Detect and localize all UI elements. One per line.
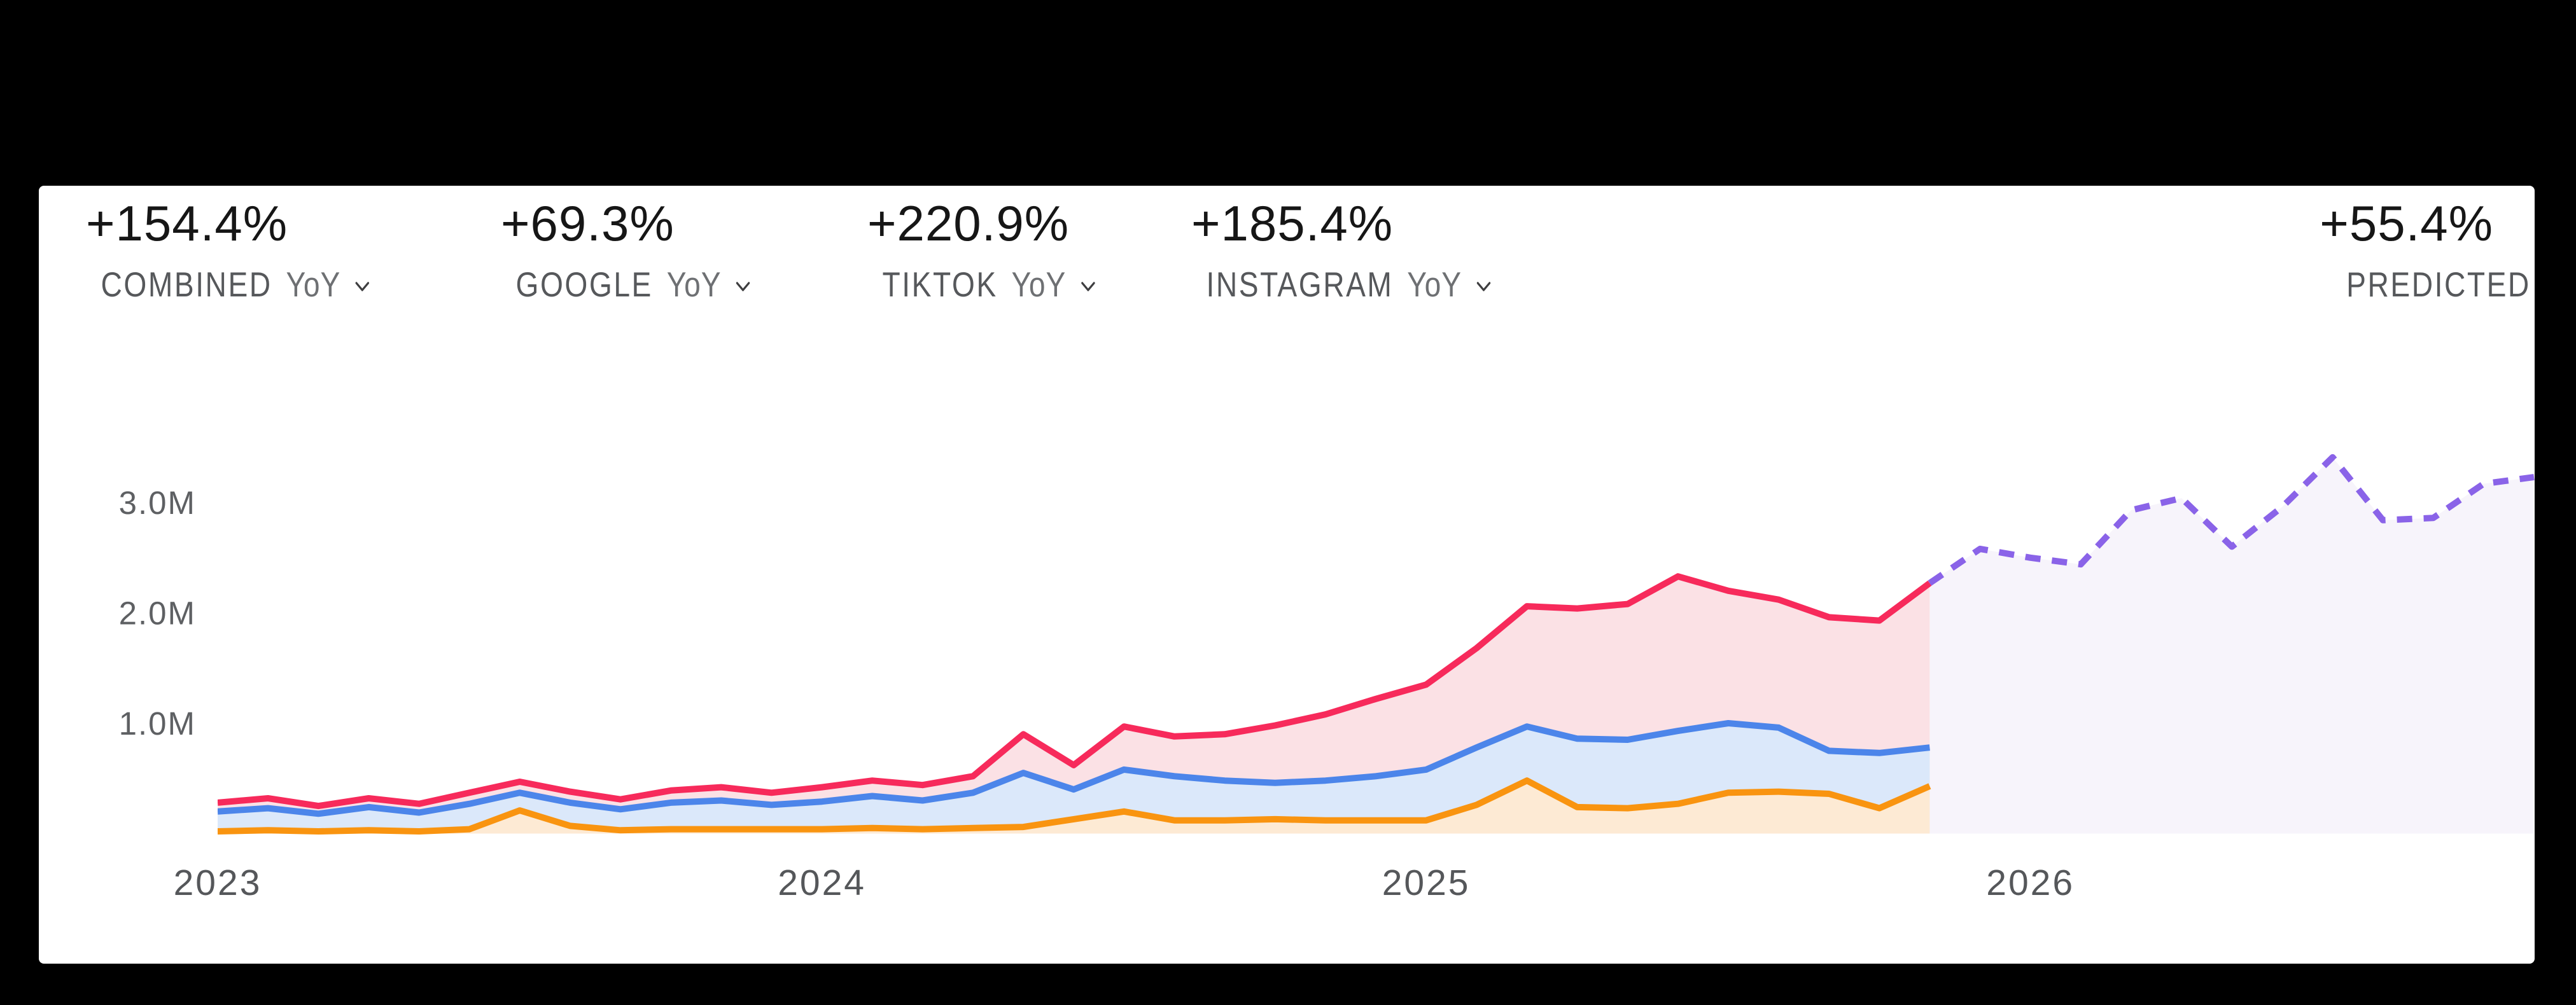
stat-predicted: +55.4% PREDICTED bbox=[2311, 198, 2531, 302]
stat-tiktok-dropdown[interactable]: TIKTOK YoY bbox=[867, 267, 1096, 302]
chevron-down-icon[interactable] bbox=[735, 281, 751, 293]
stat-google-dropdown[interactable]: GOOGLE YoY bbox=[501, 267, 751, 302]
stat-instagram-dropdown[interactable]: INSTAGRAM YoY bbox=[1191, 267, 1492, 302]
stat-combined-label: COMBINED bbox=[101, 265, 272, 304]
stat-google-label: GOOGLE bbox=[515, 265, 653, 304]
stat-predicted-row: PREDICTED bbox=[2346, 267, 2531, 302]
stat-instagram: +185.4% INSTAGRAM YoY bbox=[1191, 198, 1549, 302]
stat-instagram-value: +185.4% bbox=[1191, 195, 1394, 251]
stat-predicted-label: PREDICTED bbox=[2346, 265, 2531, 304]
stat-google: +69.3% GOOGLE YoY bbox=[501, 198, 799, 302]
stat-tiktok-sub: YoY bbox=[1011, 265, 1067, 304]
stat-combined-value: +154.4% bbox=[86, 195, 288, 251]
stat-tiktok-label: TIKTOK bbox=[882, 265, 998, 304]
stat-combined-sub: YoY bbox=[286, 265, 341, 304]
stat-instagram-sub: YoY bbox=[1407, 265, 1462, 304]
stat-tiktok: +220.9% TIKTOK YoY bbox=[867, 198, 1140, 302]
stat-instagram-label: INSTAGRAM bbox=[1206, 265, 1394, 304]
analytics-card: +154.4% COMBINED YoY +69.3% GOOGLE YoY +… bbox=[39, 186, 2535, 964]
stat-combined: +154.4% COMBINED YoY bbox=[86, 198, 424, 302]
stat-tiktok-value: +220.9% bbox=[867, 195, 1070, 251]
stat-google-value: +69.3% bbox=[501, 195, 675, 251]
stat-google-sub: YoY bbox=[666, 265, 722, 304]
stat-predicted-value: +55.4% bbox=[2320, 195, 2493, 251]
chevron-down-icon[interactable] bbox=[1476, 281, 1492, 293]
chevron-down-icon[interactable] bbox=[1080, 281, 1096, 293]
stat-combined-dropdown[interactable]: COMBINED YoY bbox=[86, 267, 370, 302]
chevron-down-icon[interactable] bbox=[354, 281, 370, 293]
